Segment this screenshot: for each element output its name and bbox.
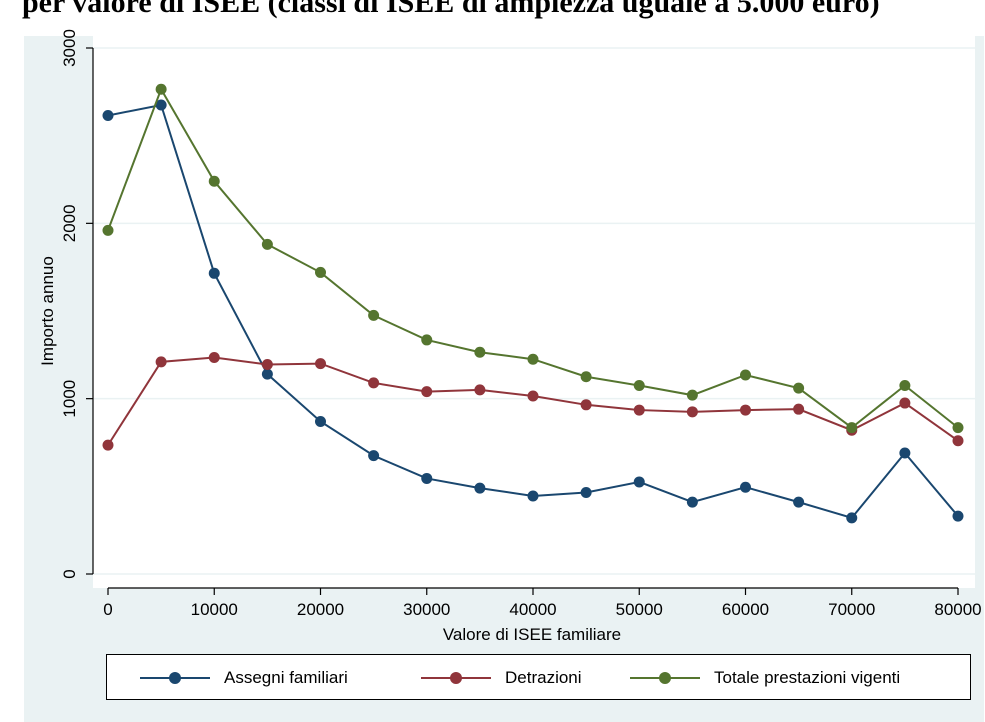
data-point [261, 358, 273, 370]
legend-marker [450, 672, 462, 684]
x-tick-label: 70000 [828, 600, 875, 619]
data-point [580, 371, 592, 383]
data-point [952, 510, 964, 522]
data-point [474, 384, 486, 396]
legend-marker [169, 672, 181, 684]
series-layer [102, 83, 964, 524]
data-point [315, 358, 326, 370]
data-point [899, 447, 911, 459]
x-tick-label: 30000 [403, 600, 450, 619]
data-point [740, 404, 751, 416]
data-point [527, 390, 539, 402]
data-point [846, 512, 858, 524]
series-3 [102, 83, 964, 434]
data-point [102, 439, 114, 451]
data-point [899, 397, 911, 409]
legend-label-assegni: Assegni familiari [224, 668, 348, 687]
data-point [208, 267, 220, 279]
legend-item-assegni: Assegni familiari [140, 655, 348, 701]
series-1 [102, 99, 964, 524]
data-point [208, 351, 220, 363]
data-point [527, 353, 539, 365]
y-tick-label: 3000 [60, 29, 79, 67]
data-point [421, 386, 433, 398]
data-point [740, 369, 751, 381]
data-point [155, 99, 167, 111]
series-2 [102, 351, 964, 451]
data-point [793, 403, 805, 415]
legend-label-detrazioni: Detrazioni [505, 668, 582, 687]
data-point [633, 380, 645, 392]
data-point [580, 486, 592, 498]
data-point [421, 334, 433, 346]
data-point [740, 481, 751, 493]
x-tick-label: 80000 [934, 600, 981, 619]
x-axis-label: Valore di ISEE familiare [443, 625, 621, 644]
legend-swatch-assegni [140, 671, 210, 685]
x-tick-label: 40000 [509, 600, 556, 619]
data-point [793, 496, 805, 508]
plot-background [93, 35, 975, 588]
data-point [208, 175, 220, 187]
data-point [102, 110, 114, 122]
data-point [261, 238, 273, 250]
data-point [315, 415, 326, 427]
data-point [368, 377, 380, 389]
y-axis-label: Importo annuo [38, 256, 57, 366]
data-point [899, 380, 911, 392]
x-tick-label: 60000 [722, 600, 769, 619]
x-tick-label: 0 [103, 600, 112, 619]
legend: Assegni familiari Detrazioni Totale pres… [106, 654, 971, 700]
data-point [793, 382, 805, 394]
legend-label-totale: Totale prestazioni vigenti [714, 668, 901, 687]
legend-item-detrazioni: Detrazioni [421, 655, 582, 701]
data-point [474, 482, 486, 494]
data-point [952, 435, 964, 447]
data-point [633, 476, 645, 488]
y-tick-label: 0 [60, 569, 79, 578]
legend-item-totale: Totale prestazioni vigenti [630, 655, 900, 701]
legend-marker [659, 672, 671, 684]
legend-swatch-totale [630, 671, 700, 685]
data-point [315, 266, 326, 278]
data-point [368, 450, 380, 462]
data-point [155, 83, 167, 95]
y-tick-label: 1000 [60, 380, 79, 418]
data-point [261, 368, 273, 380]
data-point [846, 422, 858, 434]
data-point [155, 356, 167, 368]
data-point [527, 490, 539, 502]
y-tick-label: 2000 [60, 204, 79, 242]
data-point [368, 309, 380, 321]
x-tick-label: 50000 [616, 600, 663, 619]
data-point [633, 404, 645, 416]
data-point [686, 496, 698, 508]
x-tick-label: 20000 [297, 600, 344, 619]
data-point [952, 422, 964, 434]
data-point [474, 346, 486, 358]
legend-swatch-detrazioni [421, 671, 491, 685]
x-tick-label: 10000 [191, 600, 238, 619]
data-point [686, 389, 698, 401]
data-point [102, 224, 114, 236]
chart-title: per valore di ISEE (classi di ISEE di am… [22, 0, 880, 19]
data-point [421, 472, 433, 484]
data-point [580, 399, 592, 411]
data-point [686, 406, 698, 418]
